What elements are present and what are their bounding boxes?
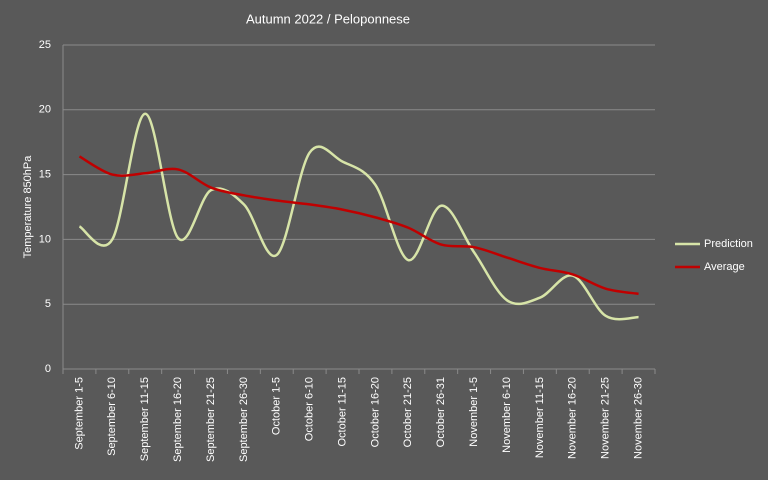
y-axis-label: Temperature 850hPa	[22, 155, 34, 259]
chart-title: Autumn 2022 / Peloponnese	[246, 11, 410, 26]
series-line	[78, 155, 639, 296]
x-tick-label: November 11-15	[534, 377, 546, 458]
x-tick-label: October 11-15	[336, 377, 348, 447]
x-tick-label: September 16-20	[172, 377, 184, 462]
y-tick-label: 5	[45, 298, 51, 310]
y-tick-label: 0	[45, 363, 51, 375]
y-tick-label: 15	[39, 169, 51, 181]
legend-label: Prediction	[704, 238, 753, 250]
x-tick-label: September 6-10	[106, 377, 118, 456]
x-tick-label: September 21-25	[205, 377, 217, 462]
x-tick-label: November 21-25	[600, 377, 612, 459]
x-tick-label: September 11-15	[139, 377, 151, 461]
x-tick-label: September 1-5	[73, 377, 85, 450]
y-tick-label: 10	[39, 233, 51, 245]
x-tick-label: November 16-20	[567, 377, 579, 459]
series-line	[78, 112, 639, 321]
x-tick-label: September 26-30	[238, 377, 250, 462]
x-tick-label: October 1-5	[271, 377, 283, 435]
x-tick-label: November 6-10	[501, 377, 513, 453]
legend-label: Average	[704, 261, 745, 273]
y-tick-label: 20	[39, 104, 51, 116]
x-tick-label: October 6-10	[304, 377, 316, 441]
x-tick-label: November 1-5	[468, 377, 480, 447]
x-tick-label: November 26-30	[632, 377, 644, 459]
x-tick-label: October 21-25	[402, 377, 414, 447]
x-tick-label: October 16-20	[369, 377, 381, 447]
y-tick-label: 25	[39, 39, 51, 51]
x-tick-label: October 26-31	[435, 377, 447, 447]
